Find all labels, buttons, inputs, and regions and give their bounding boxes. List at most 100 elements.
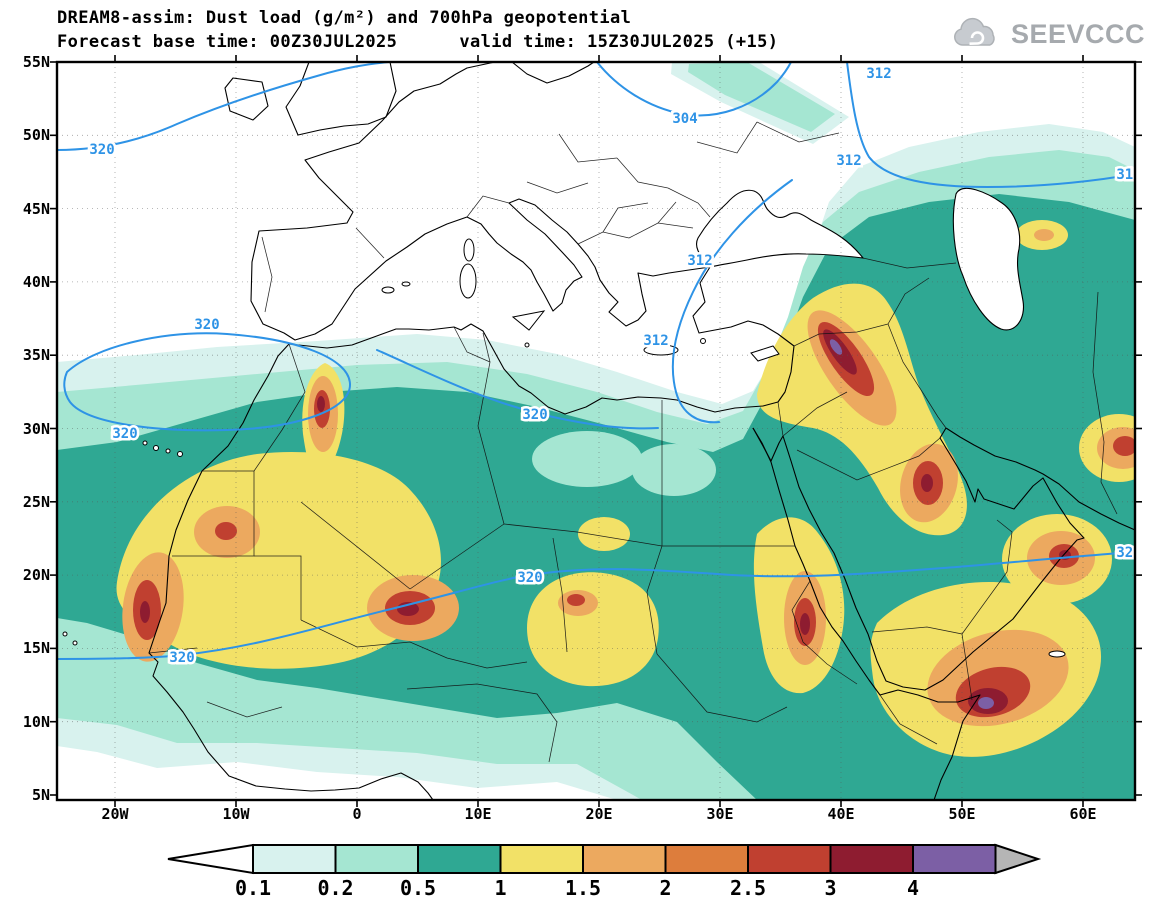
- contour-320-south: [57, 551, 1135, 660]
- island-cyprus: [750, 345, 780, 362]
- y-axis-tick-label: 15N: [22, 639, 50, 658]
- island-canary-3: [165, 448, 171, 454]
- island-corsica: [463, 238, 475, 262]
- map-canvas: 320 304 312 312 312 312 320 320 320 320 …: [50, 55, 1142, 807]
- island-crete: [643, 344, 679, 356]
- contour-label: 320: [89, 142, 114, 158]
- contour-label: 312: [866, 66, 891, 82]
- contour-320-nw: [57, 62, 390, 151]
- dust-hole-egypt: [632, 444, 716, 496]
- colorbar-underflow-arrow: [167, 843, 254, 875]
- island-mallorca: [381, 286, 395, 294]
- island-malta: [524, 342, 530, 348]
- colorbar-tick-label: 4: [907, 876, 919, 900]
- y-axis-tick-label: 5N: [31, 786, 50, 804]
- contour-312-aegean-trough: [671, 179, 793, 424]
- dust-fill-0p2-streak: [688, 62, 835, 132]
- gridlines: [57, 62, 1135, 800]
- chart-title: DREAM8-assim: Dust load (g/m²) and 700hP…: [57, 8, 632, 28]
- contour-label: 320: [1116, 545, 1141, 561]
- colorbar-tick-label: 1: [494, 876, 506, 900]
- contour-label: 320: [517, 570, 542, 586]
- colorbar-tick-label: 1.5: [565, 876, 601, 900]
- contour-label: 312: [643, 333, 668, 349]
- y-axis-tick-label: 35N: [22, 346, 50, 365]
- coast-britain: [285, 62, 397, 136]
- coast-baltic: [511, 62, 595, 84]
- dust-fill-4: [829, 339, 994, 709]
- coast-iran-gulf: [945, 427, 1135, 531]
- island-socotra: [1048, 650, 1066, 658]
- coast-arabia: [782, 427, 1085, 691]
- coast-ireland: [224, 77, 269, 121]
- colorbar-segment: [417, 844, 502, 874]
- dust-concentration-fills: [57, 62, 1135, 800]
- island-capeverde-1: [62, 631, 68, 637]
- island-menorca: [401, 281, 411, 287]
- map-frame: [55, 60, 1137, 802]
- country-borders: [148, 121, 1118, 763]
- chart-subtitle: Forecast base time: 00Z30JUL2025 valid ti…: [57, 32, 778, 52]
- coast-redsea-africa-somalia: [752, 427, 981, 800]
- caspian-sea: [952, 187, 1025, 331]
- colorbar-tick-label: 2.5: [730, 876, 766, 900]
- y-axis-tick-label: 30N: [22, 419, 50, 438]
- colorbar-tick-label: 3: [824, 876, 836, 900]
- colorbar-segment: [912, 844, 997, 874]
- colorbar-segment: [334, 844, 419, 874]
- colorbar-tick-label: 0.2: [317, 876, 353, 900]
- coast-europe-africa-west: [148, 62, 795, 800]
- coastlines: [148, 62, 1135, 800]
- contour-label: 320: [169, 650, 194, 666]
- y-axis-tick-label: 45N: [22, 199, 50, 218]
- seevccc-logo: SEEVCCC: [950, 16, 1145, 52]
- colorbar: 0.1 0.2 0.5 1 1.5 2 2.5 3 4: [167, 843, 1042, 900]
- y-axis-tick-label: 50N: [22, 126, 50, 145]
- contour-label: 320: [194, 317, 219, 333]
- island-capeverde-2: [72, 640, 78, 646]
- contour-label: 312: [1116, 167, 1141, 183]
- black-sea: [695, 189, 865, 268]
- colorbar-segment: [252, 844, 337, 874]
- colorbar-tick-label: 0.1: [235, 876, 271, 900]
- cloud-shape: [953, 17, 995, 46]
- contour-312-ne: [846, 62, 1135, 189]
- forecast-base-time: Forecast base time: 00Z30JUL2025: [57, 32, 398, 52]
- colorbar-tick-label: 2: [659, 876, 671, 900]
- colorbar-segment: [829, 844, 914, 874]
- colorbar-segment: [664, 844, 749, 874]
- cloud-swirl: [969, 31, 985, 45]
- contour-label: 304: [672, 111, 697, 127]
- dust-hole-libya: [532, 431, 642, 487]
- valid-time: valid time: 15Z30JUL2025 (+15): [459, 32, 779, 52]
- island-sicily: [511, 310, 546, 331]
- island-rhodes: [700, 338, 706, 344]
- contour-labels: 320 304 312 312 312 312 320 320 320 320 …: [87, 64, 1141, 669]
- contour-label: 320: [522, 407, 547, 423]
- y-axis-tick-label: 25N: [22, 492, 50, 511]
- island-canary-4: [177, 451, 183, 457]
- contour-label: 320: [112, 426, 137, 442]
- islands: [62, 238, 1066, 658]
- contour-304-top: [596, 62, 792, 117]
- colorbar-tick-label: 0.5: [400, 876, 436, 900]
- contour-label: 312: [836, 153, 861, 169]
- geopotential-contours: [57, 62, 1135, 660]
- y-axis-tick-label: 20N: [22, 566, 50, 585]
- cloud-icon: [953, 17, 995, 46]
- sea-fills: [695, 187, 1025, 331]
- colorbar-segment: [499, 844, 584, 874]
- contour-label: 312: [687, 253, 712, 269]
- colorbar-segment: [747, 844, 832, 874]
- colorbar-group: 0.1 0.2 0.5 1 1.5 2 2.5 3 4: [167, 843, 1042, 900]
- island-canary-2: [153, 445, 159, 451]
- island-sardinia: [459, 263, 477, 299]
- contour-320-libya: [376, 349, 659, 430]
- colorbar-segment: [582, 844, 667, 874]
- logo-text: SEEVCCC: [1010, 18, 1145, 49]
- y-axis-tick-label: 40N: [22, 272, 50, 291]
- island-canary-1: [142, 440, 148, 446]
- colorbar-overflow-arrow: [994, 843, 1042, 875]
- y-axis-tick-label: 55N: [22, 53, 50, 71]
